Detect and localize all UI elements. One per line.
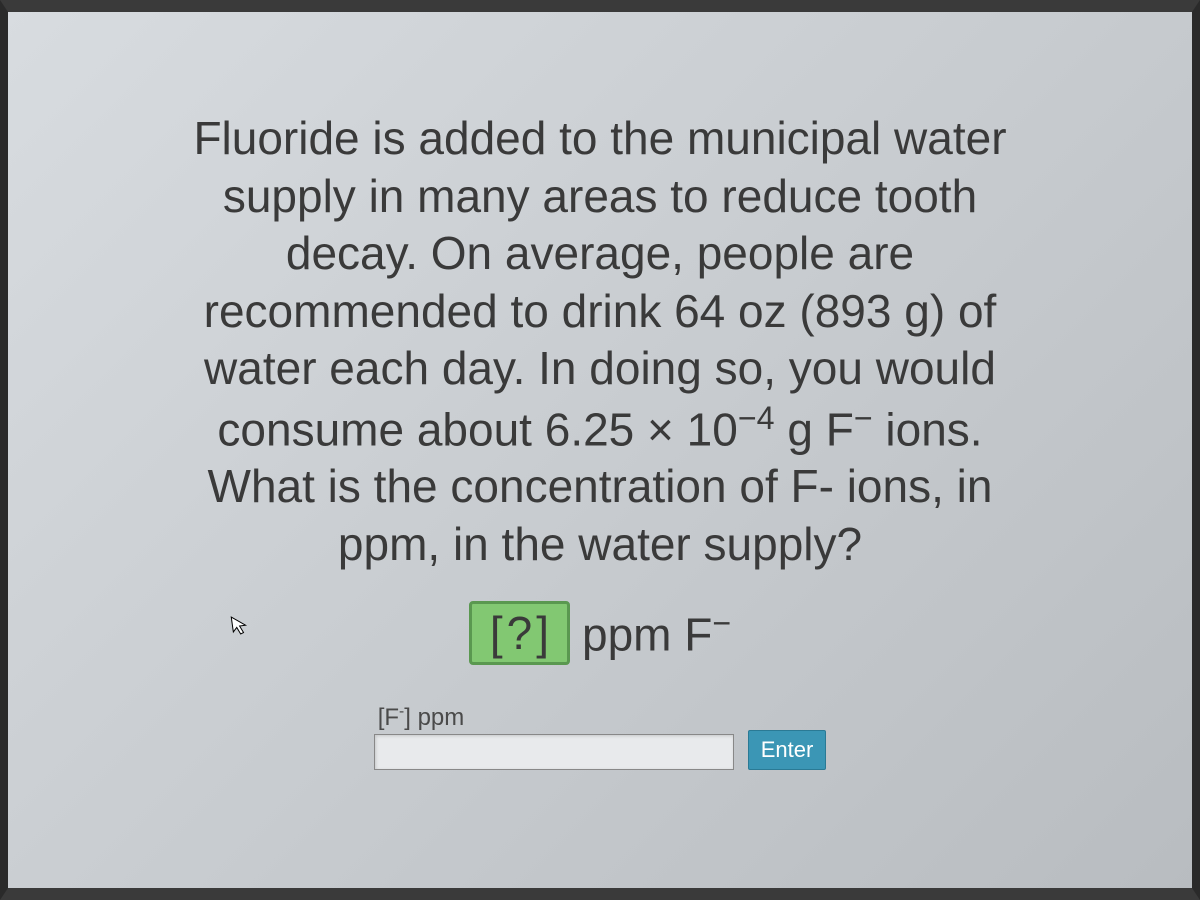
input-group: [F-] ppm (374, 703, 734, 770)
input-row: [F-] ppm Enter (374, 703, 827, 770)
answer-placeholder-box[interactable]: [ ? ] (469, 601, 570, 665)
answer-unit-sup: − (712, 605, 731, 641)
question-line-3: decay. On average, people are (286, 227, 914, 279)
question-line-6-suffix-a: g F (775, 403, 854, 455)
answer-input[interactable] (374, 734, 734, 770)
question-line-8: ppm, in the water supply? (338, 518, 862, 570)
question-line-1: Fluoride is added to the municipal water (193, 112, 1006, 164)
question-line-6-exponent: −4 (738, 400, 775, 436)
bracket-open: [ (490, 606, 503, 660)
answer-unit: ppm F− (582, 605, 731, 661)
question-text: Fluoride is added to the municipal water… (193, 110, 1006, 573)
input-label-prefix: [F (378, 704, 399, 731)
enter-button[interactable]: Enter (748, 730, 827, 770)
answer-prompt: [ ? ] ppm F− (469, 601, 731, 665)
question-line-4: recommended to drink 64 oz (893 g) of (204, 285, 997, 337)
question-line-2: supply in many areas to reduce tooth (223, 170, 977, 222)
question-line-5: water each day. In doing so, you would (204, 342, 996, 394)
input-label-suffix: ] ppm (404, 704, 464, 731)
question-mark-icon: ? (503, 606, 537, 660)
question-line-6-prefix: consume about 6.25 × 10 (217, 403, 737, 455)
input-label: [F-] ppm (378, 703, 465, 732)
question-line-6-suffix-b: ions. (873, 403, 983, 455)
question-line-6-ion-sup: − (854, 400, 873, 436)
bracket-close: ] (536, 606, 549, 660)
question-panel: Fluoride is added to the municipal water… (0, 0, 1200, 810)
question-line-7: What is the concentration of F- ions, in (208, 460, 993, 512)
answer-unit-text: ppm F (582, 608, 712, 660)
